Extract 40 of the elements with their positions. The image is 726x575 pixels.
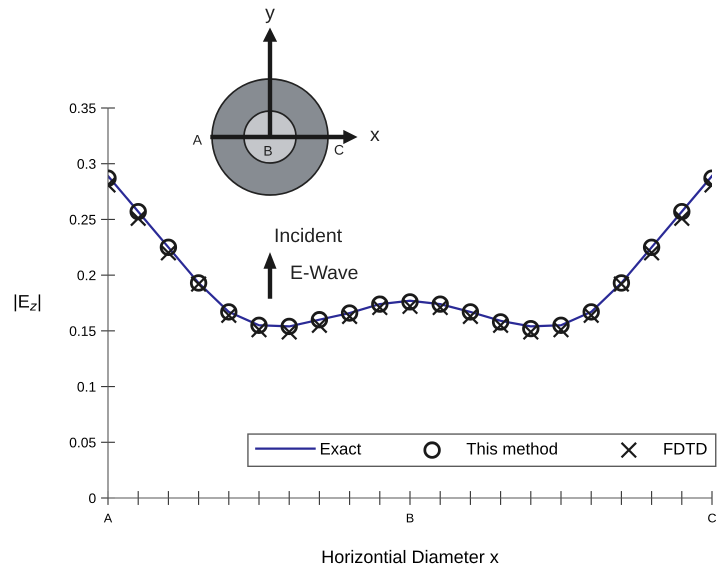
point [250, 321, 268, 338]
annotation: B [264, 146, 272, 156]
point [492, 316, 509, 334]
x-tick-label: C [708, 514, 716, 522]
point [673, 210, 690, 227]
point [220, 306, 238, 324]
point [311, 316, 328, 334]
text: y [265, 8, 275, 24]
annotation: A [192, 135, 202, 145]
point [462, 308, 479, 325]
y-tick-label: 0.3 [77, 159, 96, 169]
point [130, 210, 147, 227]
point [522, 324, 540, 340]
annotation: C [334, 144, 344, 155]
y-tick-label: 0.35 [70, 103, 96, 114]
y-tick-label: 0 [89, 493, 96, 504]
annotation: E-Wave [292, 266, 358, 280]
point [552, 321, 570, 338]
x-tick-label: B [406, 514, 414, 522]
point [402, 298, 418, 315]
point [582, 306, 600, 324]
y-tick-label: 0.25 [70, 214, 96, 225]
annotation: x [370, 130, 380, 142]
point [643, 244, 660, 262]
annotation: Incident [276, 228, 342, 242]
y-axis-title: |E$_{z}$| [14, 294, 40, 312]
legend-label: FDTD [664, 443, 707, 454]
point [280, 324, 298, 340]
y-tick-label: 0.05 [70, 438, 96, 448]
y-tick-label: 0.1 [77, 382, 96, 392]
x-axis-title: Horizontial Diameter x [322, 550, 499, 564]
y-tick-label: 0.2 [77, 270, 96, 280]
x-tick-label: A [104, 514, 112, 522]
y-tick-label: 0.15 [70, 326, 96, 336]
legend-label: This method [466, 442, 557, 455]
point [371, 299, 388, 316]
point [341, 308, 358, 325]
legend-label: Exact [320, 443, 362, 455]
point [160, 244, 177, 262]
point [432, 299, 449, 316]
